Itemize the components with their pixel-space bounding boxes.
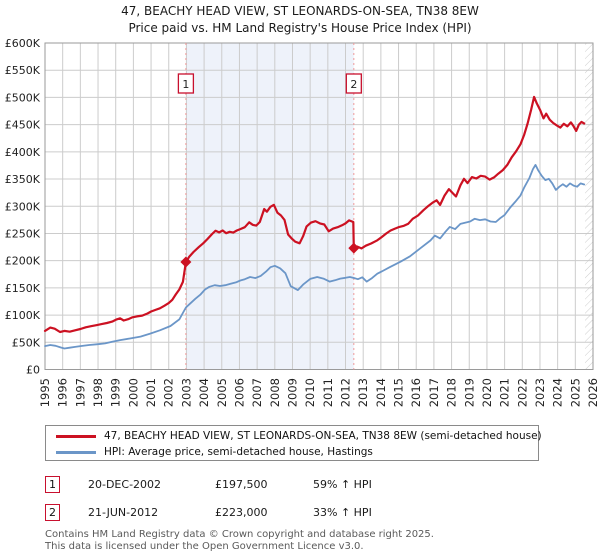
- sale-2-number-badge: 2: [45, 504, 60, 521]
- legend-item-price-paid: 47, BEACHY HEAD VIEW, ST LEONARDS-ON-SEA…: [46, 428, 542, 444]
- x-tick-label: 1999: [109, 378, 123, 407]
- sale-1-diamond-marker: [180, 256, 192, 268]
- sale-2-vs-hpi: 33% ↑ HPI: [313, 506, 372, 519]
- x-tick-label: 2021: [498, 378, 512, 407]
- price-history-chart: 1 2 £0 £50K £100K £150K £200K £250K £300K £350K £4…: [5, 37, 600, 407]
- x-tick-label: 1995: [38, 378, 52, 407]
- sale-2-price: £223,000: [215, 506, 268, 519]
- x-tick-label: 2015: [392, 378, 406, 407]
- chart-subtitle: Price paid vs. HM Land Registry's House …: [128, 21, 472, 35]
- x-tick-label: 2003: [179, 378, 193, 407]
- legend-label-hpi: HPI: Average price, semi-detached house,…: [104, 446, 373, 458]
- footer-line-1: Contains HM Land Registry data © Crown c…: [45, 529, 434, 540]
- y-tick-label: £600K: [5, 37, 41, 50]
- plot-border: [44, 42, 594, 370]
- y-tick-label: £250K: [5, 227, 41, 240]
- x-tick-label: 2013: [356, 378, 370, 407]
- y-tick-label: £350K: [5, 173, 41, 186]
- legend-item-hpi: HPI: Average price, semi-detached house,…: [46, 444, 538, 460]
- y-tick-label: £150K: [5, 282, 41, 295]
- chart-grid: [44, 42, 594, 370]
- x-tick-label: 1998: [91, 378, 105, 407]
- sale-1-price: £197,500: [215, 478, 268, 491]
- x-tick-label: 2017: [427, 378, 441, 407]
- x-tick-label: 2007: [250, 378, 264, 407]
- x-tick-label: 2018: [445, 378, 459, 407]
- sale-2-flag-box: [345, 73, 362, 94]
- sale-1-date: 20-DEC-2002: [88, 478, 162, 491]
- x-tick-label: 2004: [197, 378, 211, 407]
- x-tick-label: 1997: [73, 378, 87, 407]
- x-tick-label: 2019: [462, 378, 476, 407]
- x-tick-label: 2014: [374, 378, 388, 407]
- x-tick-label: 2012: [339, 378, 353, 407]
- price-paid-line-swatch: [56, 434, 96, 438]
- x-tick-label: 2009: [285, 378, 299, 407]
- x-tick-label: 2026: [586, 378, 600, 407]
- legend-label-price-paid: 47, BEACHY HEAD VIEW, ST LEONARDS-ON-SEA…: [104, 430, 542, 442]
- y-tick-label: £400K: [5, 146, 41, 159]
- x-tick-label: 2016: [409, 378, 423, 407]
- x-tick-label: 2005: [215, 378, 229, 407]
- y-tick-label: £200K: [5, 255, 41, 268]
- x-tick-label: 1996: [56, 378, 70, 407]
- sale-2-flag-label: 2: [350, 78, 357, 91]
- chart-title: 47, BEACHY HEAD VIEW, ST LEONARDS-ON-SEA…: [121, 4, 479, 18]
- x-tick-label: 2011: [321, 378, 335, 407]
- hpi-line-swatch: [56, 450, 96, 454]
- y-tick-label: £300K: [5, 200, 41, 213]
- sale-1-vs-hpi: 59% ↑ HPI: [313, 478, 372, 491]
- x-tick-label: 2000: [126, 378, 140, 407]
- sale-1-flag-box: [177, 73, 195, 94]
- sale-1-flag-label: 1: [182, 78, 189, 91]
- sale-row-1: 1 20-DEC-2002 £197,500 59% ↑ HPI: [45, 476, 565, 494]
- footer-line-2: This data is licensed under the Open Gov…: [45, 540, 364, 552]
- sale-2-date: 21-JUN-2012: [88, 506, 159, 519]
- license-footer: Contains HM Land Registry data © Crown c…: [45, 529, 434, 552]
- chart-legend: 47, BEACHY HEAD VIEW, ST LEONARDS-ON-SEA…: [45, 425, 542, 461]
- future-hatch-region: [585, 43, 593, 370]
- sale-2-diamond-marker: [348, 242, 360, 254]
- x-tick-label: 2024: [551, 378, 565, 407]
- x-tick-label: 2023: [533, 378, 547, 407]
- x-tick-label: 2002: [162, 378, 176, 407]
- sale-row-2: 2 21-JUN-2012 £223,000 33% ↑ HPI: [45, 504, 565, 522]
- x-tick-label: 2020: [480, 378, 494, 407]
- chart-title-block: 47, BEACHY HEAD VIEW, ST LEONARDS-ON-SEA…: [0, 3, 600, 37]
- x-tick-label: 2025: [568, 378, 582, 407]
- y-tick-label: £0: [26, 364, 40, 377]
- x-tick-label: 2010: [303, 378, 317, 407]
- y-tick-label: £550K: [5, 64, 41, 77]
- y-tick-label: £50K: [12, 336, 41, 349]
- x-tick-label: 2006: [232, 378, 246, 407]
- y-tick-label: £100K: [5, 309, 41, 322]
- y-tick-label: £500K: [5, 91, 41, 104]
- hpi-line: [44, 163, 586, 350]
- price-paid-line: [43, 95, 586, 334]
- y-tick-label: £450K: [5, 119, 41, 132]
- x-tick-label: 2022: [515, 378, 529, 407]
- sale-1-number-badge: 1: [45, 476, 60, 493]
- x-tick-label: 2001: [144, 378, 158, 407]
- x-tick-label: 2008: [268, 378, 282, 407]
